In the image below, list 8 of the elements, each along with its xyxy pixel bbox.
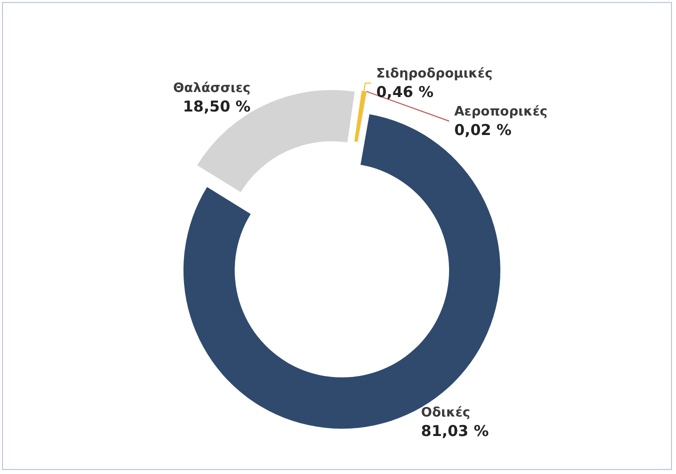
slice-label: Οδικές	[421, 406, 470, 421]
data-label: 81,03 %	[421, 422, 489, 440]
data-label: 0,46 %	[376, 83, 434, 102]
slice-label: Σιδηροδρομικές	[376, 66, 493, 82]
data-label: 18,50 %	[182, 98, 251, 116]
data-label: 0,02 %	[454, 121, 512, 140]
slice-label: Αεροπορικές	[454, 104, 548, 120]
slice-label: Θαλάσσιες	[173, 81, 251, 96]
